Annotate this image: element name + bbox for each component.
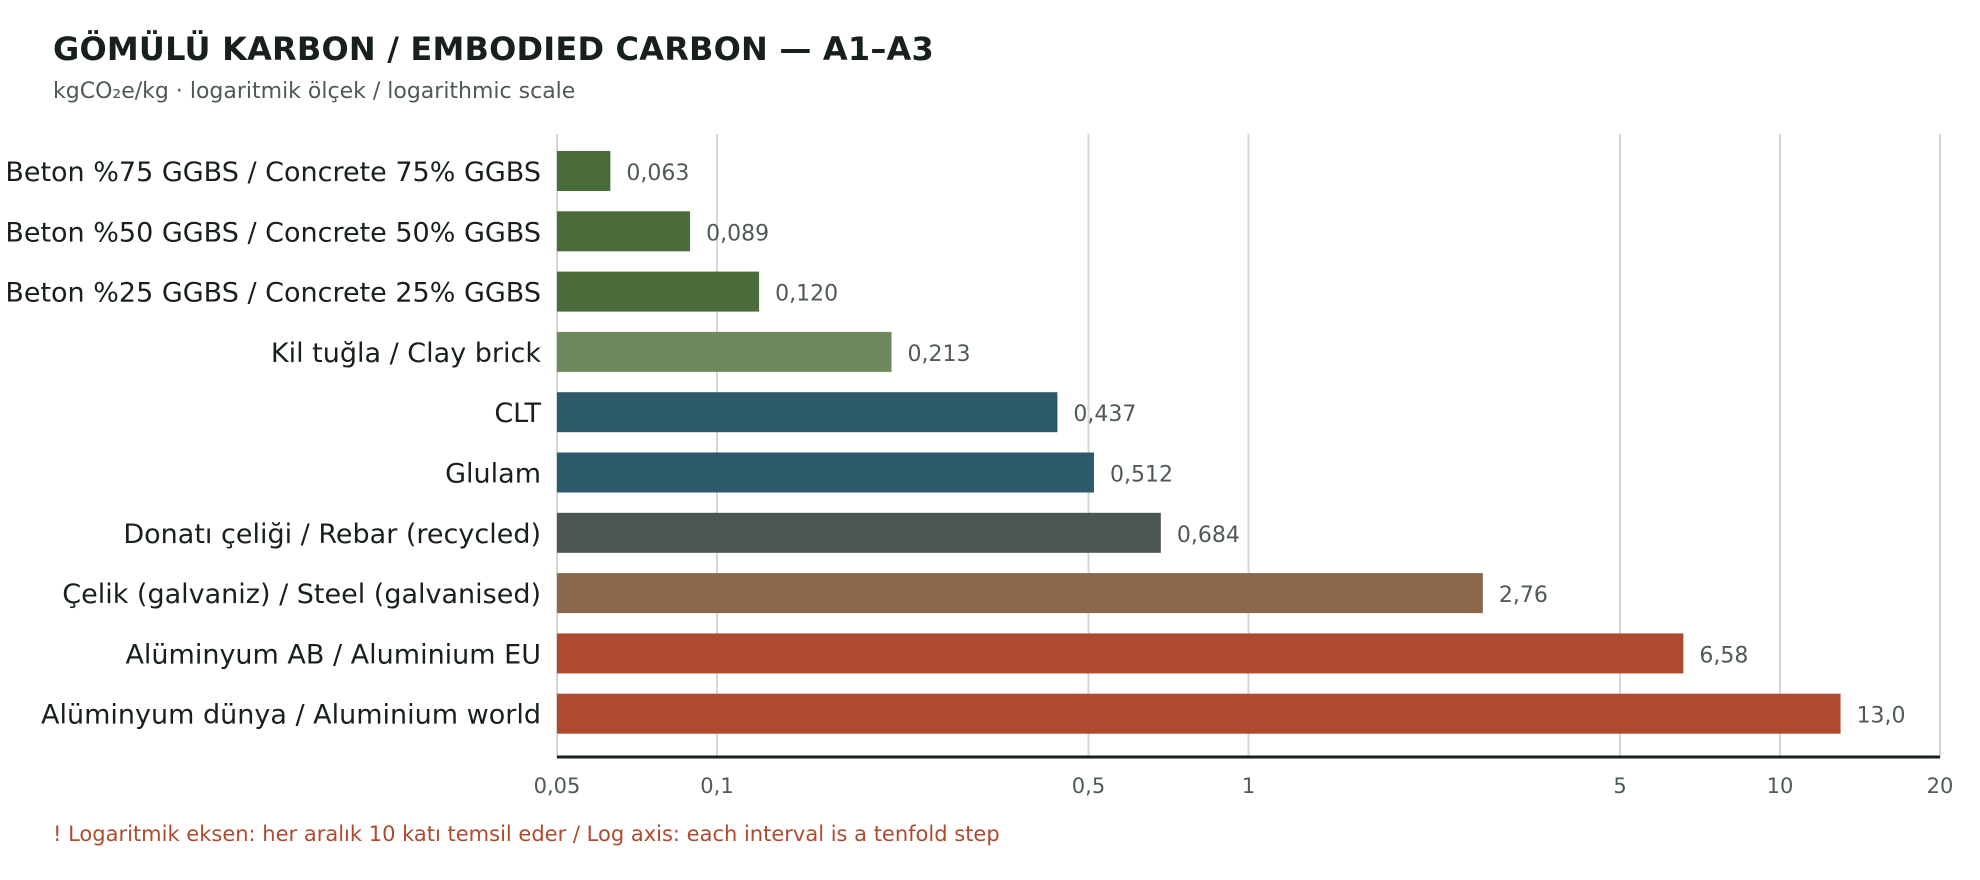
bar (557, 573, 1483, 614)
value-label: 0,437 (1073, 402, 1136, 427)
value-label: 0,063 (626, 161, 689, 186)
value-label: 0,684 (1177, 523, 1240, 548)
category-label: Beton %50 GGBS / Concrete 50% GGBS (5, 217, 541, 248)
category-label: Beton %75 GGBS / Concrete 75% GGBS (5, 157, 541, 188)
category-labels: Beton %75 GGBS / Concrete 75% GGBS Beton … (5, 157, 541, 731)
value-label: 2,76 (1499, 583, 1548, 608)
x-tick-label: 5 (1613, 774, 1626, 798)
bar (557, 151, 611, 191)
value-labels: 0,063 0,089 0,120 0,213 0,437 0,512 0,684 2,76 6… (626, 161, 1905, 729)
category-label: Alüminyum dünya / Aluminium world (41, 700, 541, 731)
category-label: Kil tuğla / Clay brick (271, 338, 541, 369)
category-label: Çelik (galvaniz) / Steel (galvanised) (62, 579, 541, 610)
chart-subtitle: kgCO₂e/kg · logaritmik ölçek / logarithm… (53, 79, 576, 104)
x-tick-label: 10 (1767, 774, 1794, 798)
log-scale-note: ! Logaritmik eksen: her aralık 10 katı t… (53, 822, 1000, 846)
value-label: 6,58 (1699, 643, 1748, 668)
value-label: 0,089 (706, 221, 769, 246)
bar (557, 271, 760, 312)
category-label: Alüminyum AB / Aluminium EU (125, 639, 541, 670)
value-label: 0,120 (775, 282, 838, 307)
bar (557, 211, 691, 252)
chart-title: GÖMÜLÜ KARBON / EMBODIED CARBON — A1–A3 (53, 30, 934, 68)
x-axis-ticks: 0,05 0,1 0,5 1 5 10 20 (534, 774, 1954, 798)
category-label: Beton %25 GGBS / Concrete 25% GGBS (5, 278, 541, 309)
category-label: CLT (494, 398, 541, 429)
value-label: 0,512 (1110, 463, 1173, 488)
x-tick-label: 0,5 (1072, 774, 1105, 798)
bar (557, 633, 1684, 674)
bar (557, 331, 892, 372)
bar (557, 693, 1841, 734)
value-label: 0,213 (908, 342, 971, 367)
category-label: Donatı çeliği / Rebar (recycled) (123, 519, 541, 550)
bar (557, 392, 1058, 433)
bar (557, 452, 1094, 493)
x-tick-label: 20 (1927, 774, 1954, 798)
x-tick-label: 0,05 (534, 774, 581, 798)
x-tick-label: 1 (1242, 774, 1255, 798)
bars (557, 151, 1841, 734)
bar (557, 512, 1161, 553)
x-tick-label: 0,1 (700, 774, 733, 798)
value-label: 13,0 (1857, 704, 1906, 729)
category-label: Glulam (445, 459, 541, 490)
